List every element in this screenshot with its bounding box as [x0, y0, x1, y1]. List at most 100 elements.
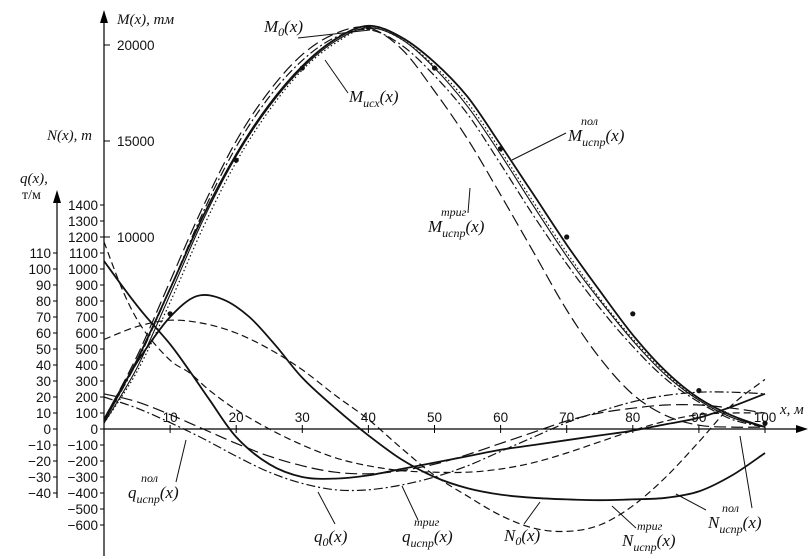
annotation-m0: M0(x) — [263, 17, 303, 39]
q-tick-label: −10 — [28, 438, 51, 453]
n-tick-label: −200 — [68, 454, 98, 469]
n-tick-label: 300 — [75, 374, 98, 389]
series-line-M_ispr_pol — [103, 27, 766, 428]
series-line-q_ispr_trig — [103, 393, 766, 475]
q-axis-unit: т/м — [22, 188, 41, 203]
n-tick-label: −600 — [68, 518, 98, 533]
x-tick-label: 100 — [754, 410, 777, 425]
n-tick-label: −500 — [68, 502, 98, 517]
q-tick-label: −30 — [28, 470, 51, 485]
q-tick-label: 60 — [36, 326, 51, 341]
marked-point — [498, 146, 504, 152]
annotation-leaders — [175, 29, 753, 529]
annotation-m-ispr-trig-sup: триг — [441, 205, 467, 219]
x-tick-label: 50 — [427, 410, 442, 425]
n-tick-label: −400 — [68, 486, 98, 501]
annotation-leader-line — [523, 501, 541, 525]
n-tick-label: 1200 — [68, 230, 98, 245]
annotation-q0: q0(x) — [314, 527, 348, 549]
annotation-n0: N0(x) — [503, 526, 541, 548]
marked-point — [431, 65, 438, 71]
x-tick-label: 30 — [295, 410, 310, 425]
series-line-q_ispr_pol — [103, 260, 766, 480]
annotation-q-ispr-trig-sup: триг — [414, 515, 440, 529]
n-tick-label: 100 — [75, 406, 98, 421]
series-line-q0 — [103, 241, 766, 474]
annotation-n-ispr-trig-sup: триг — [637, 519, 663, 533]
n-tick-label: 400 — [75, 358, 98, 373]
marked-point — [564, 234, 570, 240]
n-tick-label: 800 — [75, 294, 98, 309]
m-tick-label: 15000 — [117, 134, 155, 149]
x-tick-label: 40 — [361, 410, 376, 425]
annotation-m-ispr-pol-sup: пол — [581, 114, 598, 128]
q-axis-title: q(x), — [20, 171, 48, 187]
x-axis-title: x, м — [779, 402, 804, 418]
x-tick-label: 60 — [493, 410, 508, 425]
n-axis-title: N(x), т — [46, 128, 92, 144]
series-line-M_ispr_trig — [103, 28, 766, 428]
annotation-m-ispr-pol: Mиспр(x) — [567, 126, 625, 149]
marked-point — [167, 311, 173, 317]
n-tick-label: 1400 — [68, 198, 98, 213]
x-tick-label: 10 — [163, 410, 178, 425]
annotation-leader-line — [739, 435, 753, 509]
annotation-leader-line — [317, 491, 336, 525]
marked-point — [233, 157, 239, 163]
q-tick-label: 40 — [36, 358, 51, 373]
x-tick-label: 20 — [229, 410, 244, 425]
q-tick-label: 80 — [36, 294, 51, 309]
n-tick-label: −300 — [68, 470, 98, 485]
annotation-leader-line — [467, 187, 471, 214]
marked-points-layer — [167, 25, 768, 426]
q-tick-label: 20 — [36, 390, 51, 405]
series-line-M_isx — [103, 27, 766, 428]
m-axis-arrow — [100, 10, 108, 23]
n-tick-label: 900 — [75, 278, 98, 293]
q-tick-label: −20 — [28, 454, 51, 469]
annotation-n-ispr-pol: Nиспр(x) — [707, 513, 762, 536]
q-tick-label: 110 — [29, 246, 51, 261]
annotation-n-ispr-trig: Nиспр(x) — [621, 531, 676, 554]
series-line-N_ispr_trig — [103, 391, 766, 492]
n-tick-label: 500 — [75, 342, 98, 357]
q-tick-label: 0 — [43, 422, 51, 437]
q-tick-label: 90 — [36, 278, 51, 293]
q-tick-label: 50 — [36, 342, 51, 357]
q-tick-label: 30 — [36, 374, 51, 389]
axes-layer: 10 20 30 40 50 60 70 80 90 1002000015000100001400… — [28, 10, 808, 556]
annotation-m-ispr-trig: Mиспр(x) — [427, 217, 485, 240]
x-axis-arrow — [796, 425, 808, 433]
annotation-leader-line — [297, 29, 371, 39]
marked-point — [630, 311, 636, 317]
n-tick-label: 1100 — [69, 246, 98, 261]
annotation-m-isx: Mисх(x) — [348, 87, 399, 110]
annotation-leader-line — [175, 439, 187, 483]
series-line-N_ispr_pol — [103, 294, 766, 502]
n-tick-label: 0 — [90, 422, 98, 437]
q-tick-label: 70 — [36, 310, 51, 325]
q-axis-arrow — [53, 190, 61, 203]
n-tick-label: −100 — [68, 438, 98, 453]
n-tick-label: 200 — [75, 390, 98, 405]
annotation-q-ispr-pol: qиспр(x) — [128, 483, 179, 506]
marked-point — [762, 420, 768, 426]
series-line-M0 — [103, 24, 766, 428]
annotation-q-ispr-pol-sup: пол — [141, 471, 158, 485]
marked-point — [365, 25, 371, 31]
annotation-leader-line — [401, 485, 419, 521]
x-tick-label: 80 — [625, 410, 640, 425]
m-axis-title: M(x), тм — [116, 12, 174, 28]
series-line-N0 — [103, 319, 766, 533]
q-tick-label: 100 — [28, 262, 51, 277]
n-tick-label: 600 — [75, 326, 98, 341]
annotation-q-ispr-trig: qиспр(x) — [402, 527, 453, 550]
annotation-leader-line — [324, 59, 349, 94]
m-tick-label: 20000 — [117, 38, 155, 53]
n-tick-label: 1000 — [68, 262, 98, 277]
q-tick-label: −40 — [28, 486, 51, 501]
marked-point — [696, 388, 702, 394]
m-tick-label: 10000 — [117, 230, 155, 245]
annotation-n-ispr-pol-sup: пол — [722, 501, 739, 515]
